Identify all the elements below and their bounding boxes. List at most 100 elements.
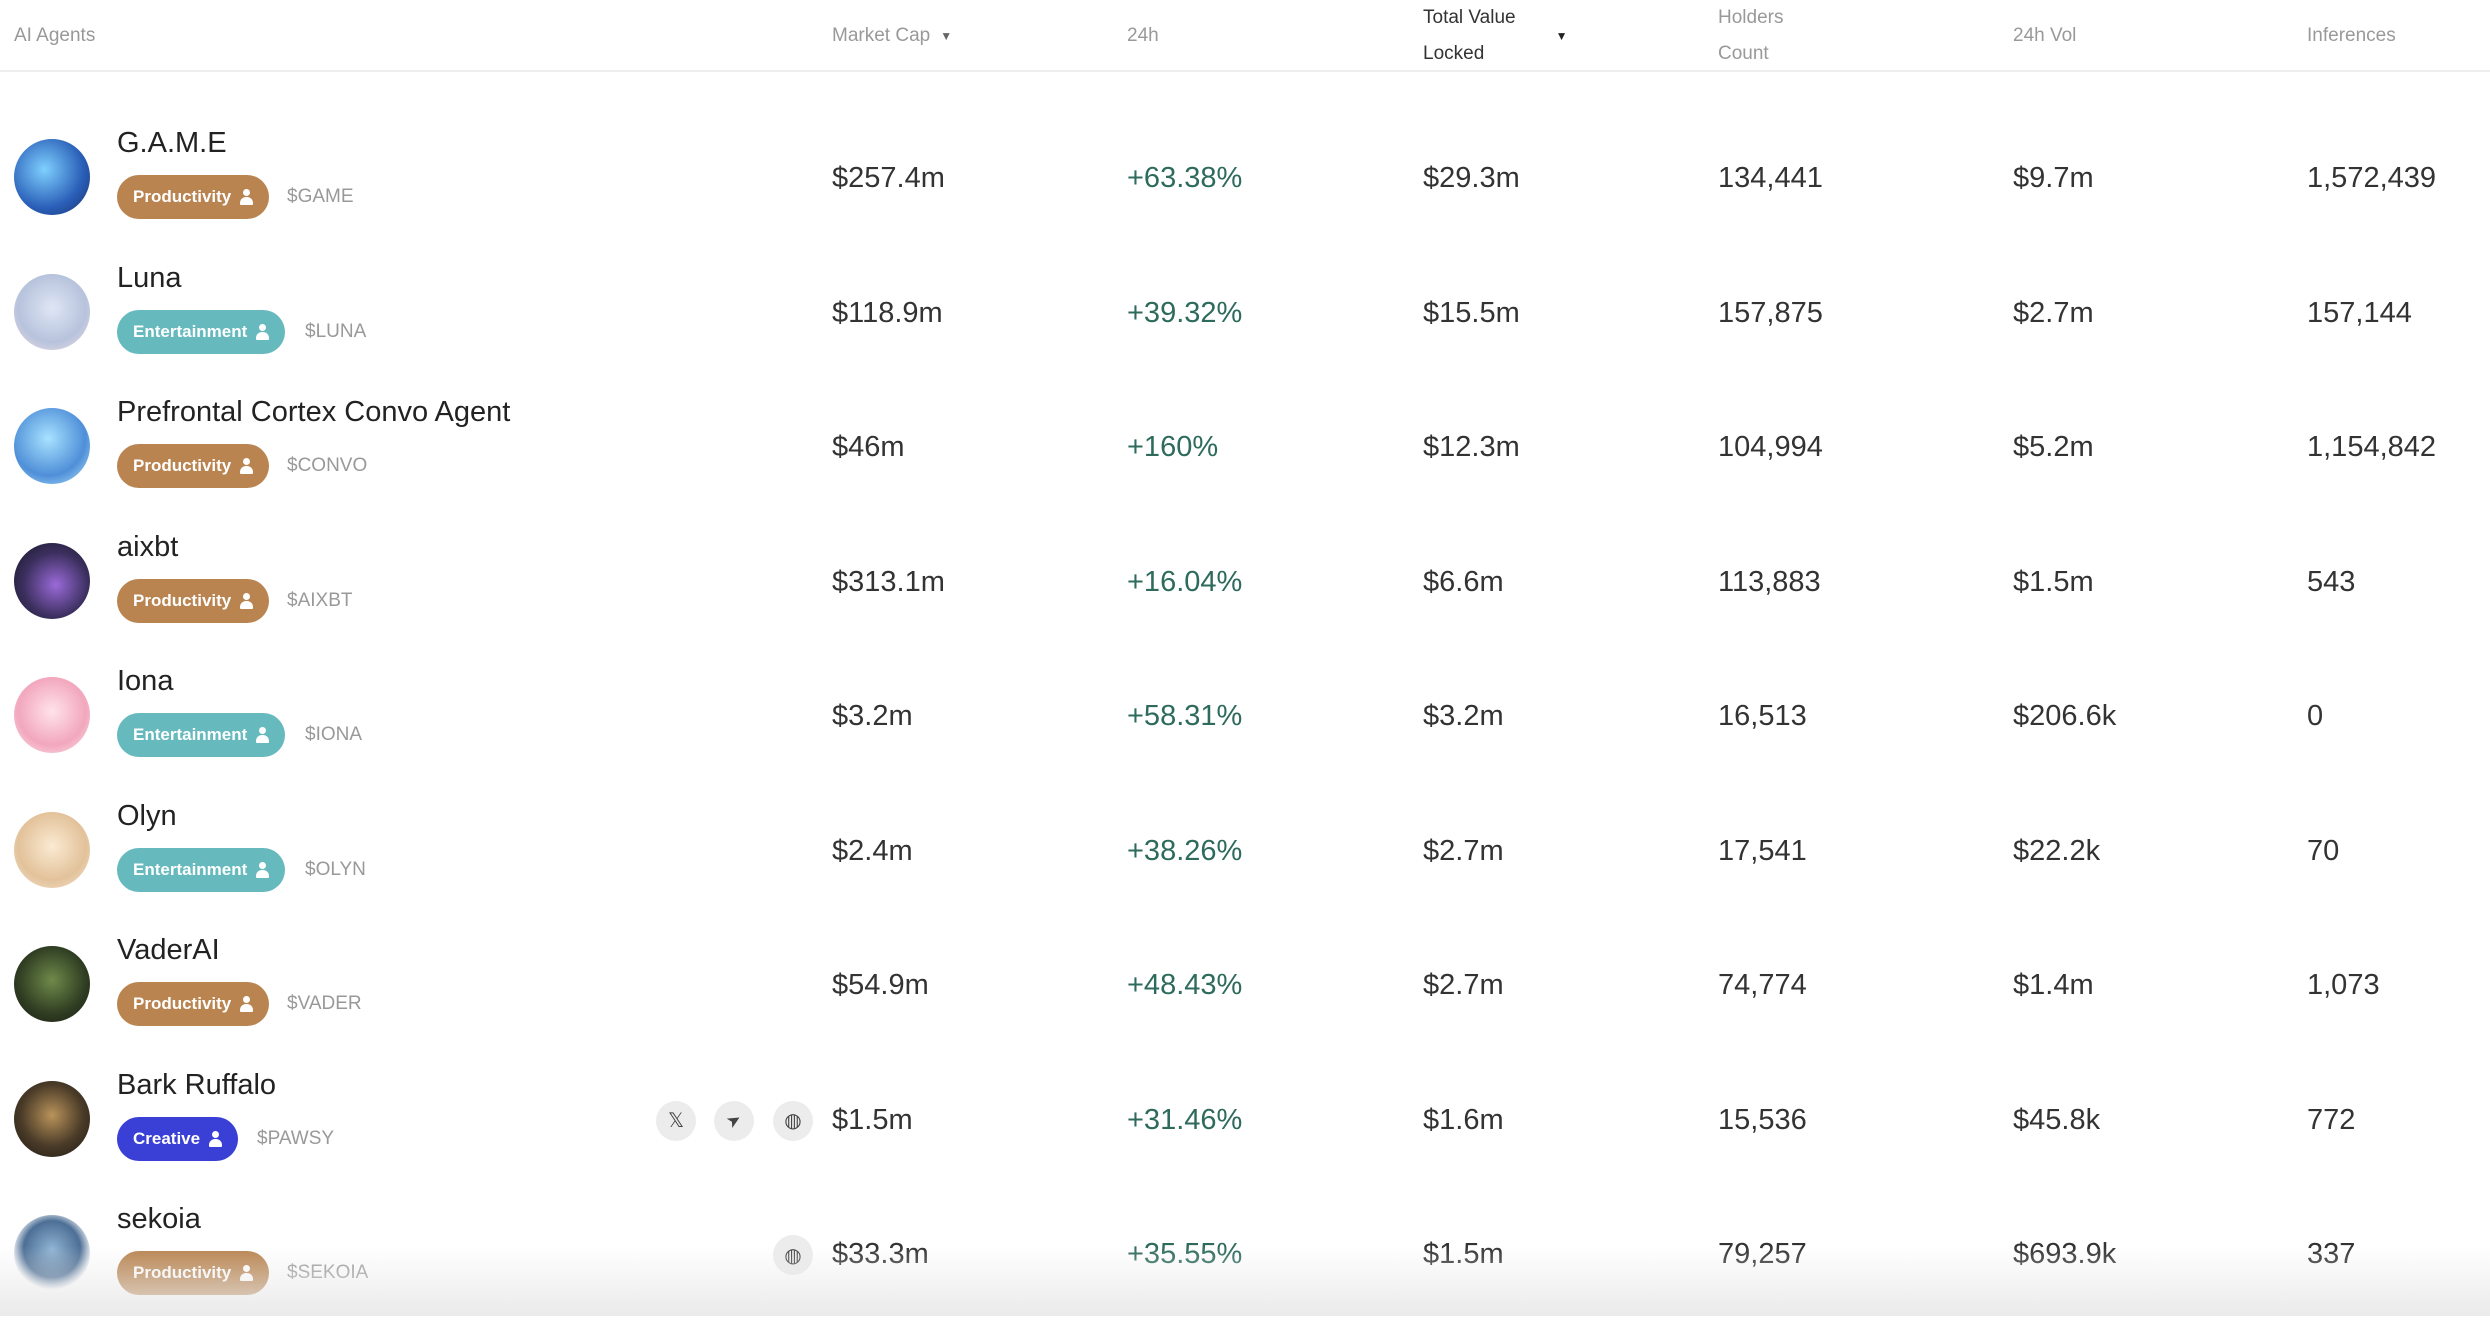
category-badge[interactable]: Entertainment [117, 309, 286, 354]
change-24h-value: +160% [1127, 431, 1219, 463]
globe-icon[interactable]: ◍ [773, 1235, 813, 1275]
vol-24h-value: $5.2m [2013, 431, 2094, 463]
category-badge[interactable]: Productivity [117, 982, 270, 1026]
avatar [14, 542, 90, 619]
market-cap-value: $257.4m [832, 162, 945, 194]
change-24h-value: +48.43% [1127, 969, 1243, 1001]
vol-24h-value: $45.8k [2013, 1103, 2101, 1136]
agent-name[interactable]: Iona [117, 665, 174, 697]
tvl-value: $2.7m [1423, 834, 1504, 867]
person-icon [255, 323, 270, 340]
table-row[interactable]: sekoia Productivity $SEKOIA ◍ $33.3m +35… [0, 1187, 2490, 1321]
ticker: $IONA [305, 724, 363, 745]
change-24h-value: +39.32% [1127, 296, 1243, 329]
header-inferences[interactable]: Inferences [2307, 25, 2396, 46]
market-cap-value: $3.2m [832, 700, 913, 732]
ticker: $PAWSY [257, 1127, 335, 1149]
table-row[interactable]: aixbt Productivity $AIXBT $313.1m +16.04… [0, 515, 2490, 649]
globe-icon[interactable]: ◍ [773, 1100, 813, 1141]
table-row[interactable]: Olyn Entertainment $OLYN $2.4m +38.26% $… [0, 784, 2490, 918]
table-row[interactable]: Bark Ruffalo Creative $PAWSY 𝕏 ➤ ◍ $1.5m +… [0, 1053, 2490, 1187]
caret-down-icon: ▼ [940, 29, 953, 43]
change-24h-value: +31.46% [1127, 1103, 1243, 1136]
person-icon [239, 996, 254, 1012]
person-icon [255, 727, 270, 743]
market-cap-value: $46m [832, 431, 905, 463]
vol-24h-value: $1.4m [2013, 969, 2094, 1001]
market-cap-value: $313.1m [832, 565, 945, 598]
change-24h-value: +58.31% [1127, 700, 1243, 732]
category-badge[interactable]: Productivity [117, 444, 270, 488]
inferences-value: 337 [2307, 1238, 2356, 1270]
ticker: $OLYN [305, 858, 366, 880]
inferences-value: 0 [2307, 700, 2324, 732]
change-24h-value: +63.38% [1127, 162, 1243, 194]
inferences-value: 157,144 [2307, 296, 2412, 329]
inferences-value: 543 [2307, 565, 2356, 598]
category-badge[interactable]: Productivity [117, 578, 270, 623]
avatar [14, 139, 90, 215]
header-24h[interactable]: 24h [1127, 25, 1159, 46]
table-row[interactable]: G.A.M.E Productivity $GAME $257.4m +63.3… [0, 111, 2490, 245]
header-tvl[interactable]: Total Value Locked ▼ [1423, 7, 1568, 64]
agent-name[interactable]: VaderAI [117, 934, 220, 966]
avatar [14, 408, 90, 484]
table-row[interactable]: Prefrontal Cortex Convo Agent Productivi… [0, 380, 2490, 514]
avatar [14, 1215, 90, 1291]
avatar [14, 946, 90, 1022]
caret-down-icon: ▼ [1555, 29, 1568, 43]
x-icon[interactable]: 𝕏 [656, 1100, 696, 1141]
holders-value: 17,541 [1718, 834, 1807, 867]
header-market-cap[interactable]: Market Cap ▼ [832, 0, 952, 72]
header-24h-vol[interactable]: 24h Vol [2013, 25, 2077, 46]
ticker: $VADER [287, 993, 362, 1014]
category-badge[interactable]: Entertainment [117, 847, 286, 892]
agent-name[interactable]: Olyn [117, 799, 177, 832]
tvl-value: $15.5m [1423, 296, 1520, 329]
vol-24h-value: $693.9k [2013, 1238, 2117, 1270]
person-icon [239, 189, 254, 205]
tvl-value: $1.5m [1423, 1238, 1504, 1270]
header-holders[interactable]: Holders Count [1718, 7, 1784, 64]
vol-24h-value: $2.7m [2013, 296, 2094, 329]
holders-value: 15,536 [1718, 1103, 1807, 1136]
vol-24h-value: $1.5m [2013, 565, 2094, 598]
ticker: $GAME [287, 186, 354, 207]
change-24h-value: +35.55% [1127, 1238, 1243, 1270]
market-cap-value: $118.9m [832, 296, 943, 329]
change-24h-value: +38.26% [1127, 834, 1243, 867]
category-badge[interactable]: Creative [117, 1116, 239, 1161]
avatar [14, 811, 90, 888]
agent-name[interactable]: aixbt [117, 530, 179, 563]
market-cap-value: $1.5m [832, 1103, 913, 1136]
person-icon [239, 592, 254, 609]
avatar [14, 1080, 90, 1157]
agent-name[interactable]: Prefrontal Cortex Convo Agent [117, 396, 511, 428]
market-cap-value: $54.9m [832, 969, 929, 1001]
tvl-value: $12.3m [1423, 431, 1520, 463]
person-icon [208, 1130, 223, 1147]
market-cap-value: $2.4m [832, 834, 913, 867]
agent-name[interactable]: Bark Ruffalo [117, 1068, 277, 1101]
agent-name[interactable]: Luna [117, 261, 182, 294]
holders-value: 79,257 [1718, 1238, 1807, 1270]
table-row[interactable]: VaderAI Productivity $VADER $54.9m +48.4… [0, 918, 2490, 1052]
agent-name[interactable]: G.A.M.E [117, 127, 227, 159]
table-row[interactable]: Luna Entertainment $LUNA $118.9m +39.32%… [0, 246, 2490, 380]
inferences-value: 1,073 [2307, 969, 2380, 1001]
vol-24h-value: $206.6k [2013, 700, 2117, 732]
inferences-value: 772 [2307, 1103, 2356, 1136]
person-icon [255, 861, 270, 878]
agent-name[interactable]: sekoia [117, 1203, 201, 1235]
category-badge[interactable]: Entertainment [117, 713, 286, 757]
table-row[interactable]: Iona Entertainment $IONA $3.2m +58.31% $… [0, 649, 2490, 783]
tvl-value: $2.7m [1423, 969, 1504, 1001]
tvl-value: $29.3m [1423, 162, 1520, 194]
table-header: AI Agents Market Cap ▼ 24h Total Value Loc… [0, 0, 2490, 72]
person-icon [239, 458, 254, 474]
telegram-icon[interactable]: ➤ [714, 1100, 754, 1141]
holders-value: 16,513 [1718, 700, 1807, 732]
category-badge[interactable]: Productivity [117, 1251, 270, 1295]
category-badge[interactable]: Productivity [117, 175, 270, 219]
header-ai-agents: AI Agents [14, 25, 96, 46]
